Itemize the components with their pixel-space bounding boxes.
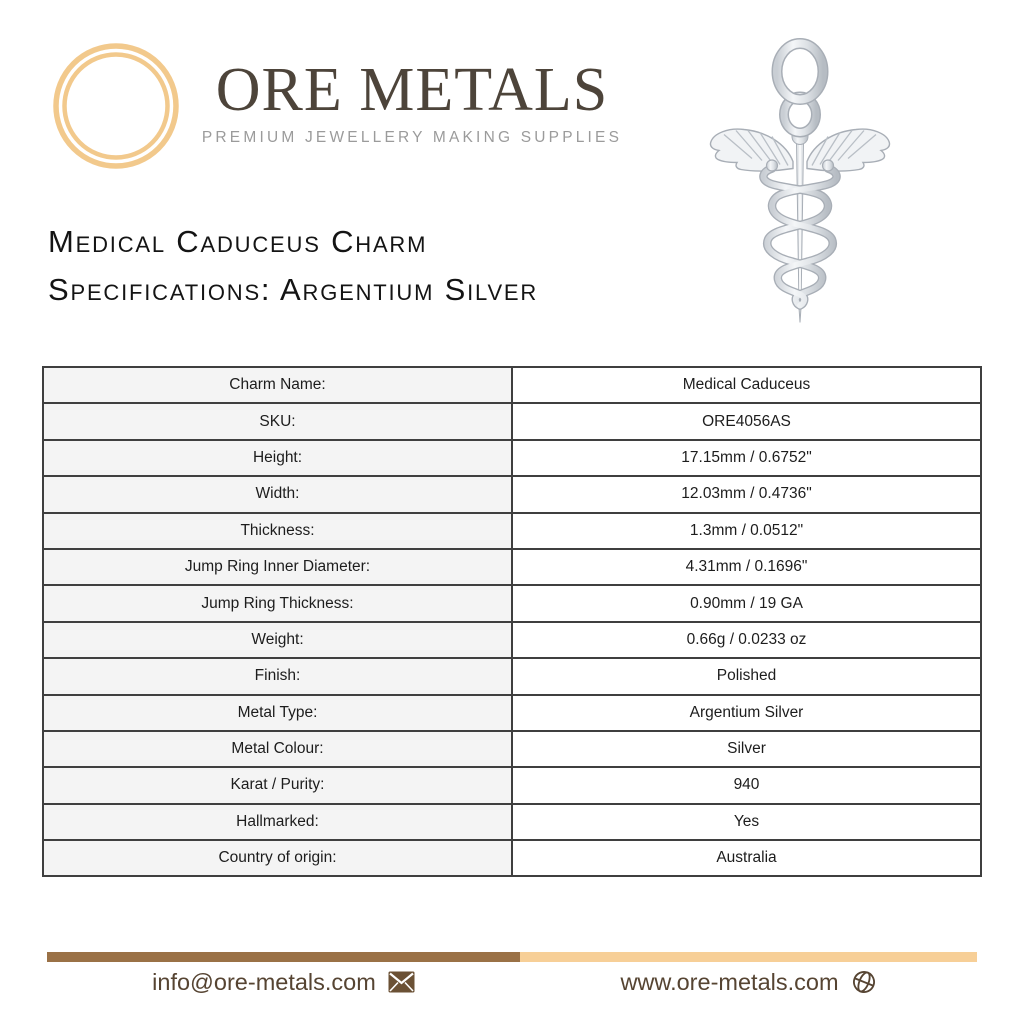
envelope-icon [388, 971, 415, 993]
spec-value: Argentium Silver [511, 693, 982, 732]
brand-tagline: PREMIUM JEWELLERY MAKING SUPPLIES [201, 129, 623, 147]
spec-label: Country of origin: [42, 839, 513, 878]
table-row: Metal Type: Argentium Silver [42, 693, 982, 732]
spec-value: Australia [511, 839, 982, 878]
spec-value: Yes [511, 802, 982, 842]
website-link[interactable]: www.ore-metals.com [620, 968, 839, 995]
table-row: Charm Name: Medical Caduceus [42, 365, 982, 405]
spec-table: Charm Name: Medical Caduceus SKU: ORE4056AS… [42, 365, 982, 878]
divider-peach-segment [520, 952, 977, 962]
table-row: Jump Ring Inner Diameter: 4.31mm / 0.1696… [42, 547, 982, 587]
table-row: Country of origin: Australia [42, 839, 982, 878]
table-row: Metal Colour: Silver [42, 729, 982, 769]
footer-email-block: info@ore-metals.com [47, 964, 520, 1000]
table-row: Hallmarked: Yes [42, 802, 982, 842]
spec-label: Karat / Purity: [42, 766, 513, 805]
spec-value: Polished [511, 657, 982, 696]
spec-value: 940 [511, 766, 982, 805]
spec-label: SKU: [42, 402, 513, 441]
spec-value: 0.90mm / 19 GA [511, 584, 982, 623]
divider-brown-segment [47, 952, 520, 962]
spec-value: 0.66g / 0.0233 oz [511, 620, 982, 660]
spec-value: ORE4056AS [511, 402, 982, 441]
spec-value: 17.15mm / 0.6752" [511, 438, 982, 478]
spec-value: Medical Caduceus [511, 365, 982, 405]
spec-label: Height: [42, 438, 513, 478]
spec-label: Hallmarked: [42, 802, 513, 842]
spec-label: Thickness: [42, 511, 513, 550]
table-row: Finish: Polished [42, 657, 982, 696]
spec-label: Jump Ring Thickness: [42, 584, 513, 623]
brand-name: ORE METALS [215, 56, 609, 124]
footer-website-block: www.ore-metals.com [520, 964, 977, 1000]
table-row: Karat / Purity: 940 [42, 766, 982, 805]
spec-value: 4.31mm / 0.1696" [511, 547, 982, 587]
table-row: Thickness: 1.3mm / 0.0512" [42, 511, 982, 550]
spec-value: Silver [511, 729, 982, 769]
globe-icon [851, 969, 877, 995]
caduceus-charm-image [700, 35, 900, 340]
title-line-1: Medical Caduceus Charm [48, 224, 428, 259]
caduceus-charm-svg [709, 38, 891, 323]
spec-value: 1.3mm / 0.0512" [511, 511, 982, 550]
spec-label: Metal Colour: [42, 729, 513, 769]
spec-label: Jump Ring Inner Diameter: [42, 547, 513, 587]
title-line-2: Specifications: Argentium Silver [48, 272, 539, 307]
spec-label: Finish: [42, 657, 513, 696]
table-row: SKU: ORE4056AS [42, 402, 982, 441]
spec-label: Metal Type: [42, 693, 513, 732]
table-row: Height: 17.15mm / 0.6752" [42, 438, 982, 478]
double-ring-icon [53, 43, 179, 169]
table-row: Width: 12.03mm / 0.4736" [42, 475, 982, 514]
page-title: Medical Caduceus Charm Specifications: A… [48, 218, 538, 314]
spec-label: Weight: [42, 620, 513, 660]
footer-divider-bar [47, 952, 977, 962]
table-row: Jump Ring Thickness: 0.90mm / 19 GA [42, 584, 982, 623]
email-link[interactable]: info@ore-metals.com [152, 968, 376, 995]
snakes [759, 159, 841, 310]
spec-label: Width: [42, 475, 513, 514]
spec-value: 12.03mm / 0.4736" [511, 475, 982, 514]
brand-block: ORE METALS PREMIUM JEWELLERY MAKING SUPP… [192, 56, 632, 147]
jump-rings [771, 38, 829, 138]
table-row: Weight: 0.66g / 0.0233 oz [42, 620, 982, 660]
spec-label: Charm Name: [42, 365, 513, 405]
spec-table-body: Charm Name: Medical Caduceus SKU: ORE4056AS… [42, 365, 982, 878]
